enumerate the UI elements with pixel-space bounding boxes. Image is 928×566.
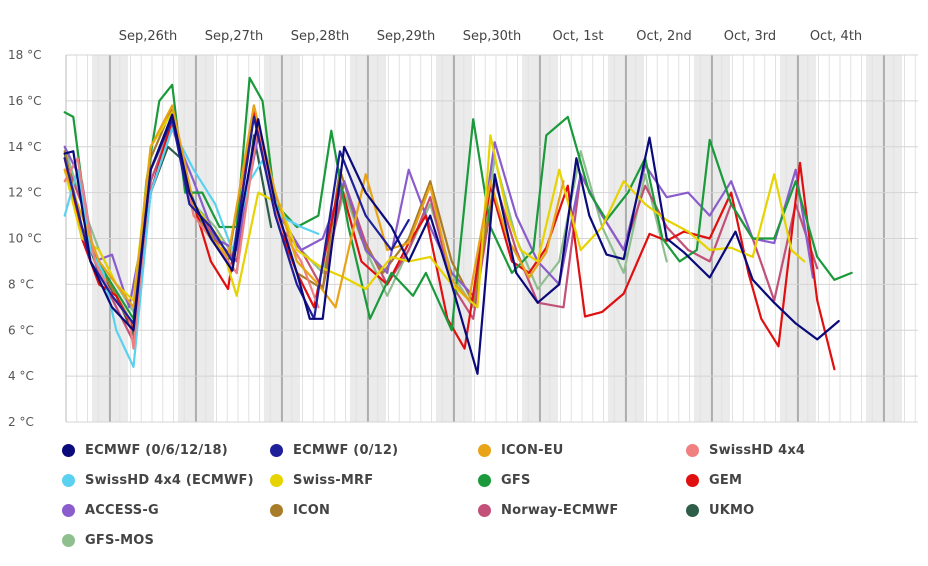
y-tick-label: 6 °C (8, 323, 34, 337)
series-line-2 (63, 104, 565, 309)
legend-item[interactable]: Norway-ECMWF (478, 498, 618, 522)
legend-item[interactable]: ACCESS-G (62, 498, 159, 522)
y-tick-label: 18 °C (8, 48, 41, 62)
legend-label: ACCESS-G (85, 502, 159, 518)
legend-label: Swiss-MRF (293, 472, 374, 488)
legend-marker (62, 503, 75, 517)
legend-label: ECMWF (0/6/12/18) (85, 442, 228, 458)
series-line-1 (63, 115, 410, 325)
legend-marker (686, 473, 699, 487)
legend-item[interactable]: ICON-EU (478, 438, 564, 462)
grid-lines (65, 54, 918, 423)
day-label: Oct, 3rd (724, 29, 776, 44)
day-label: Oct, 4th (810, 29, 862, 44)
day-label: Oct, 1st (553, 29, 604, 44)
day-label: Sep,30th (463, 29, 522, 44)
legend-marker (270, 473, 283, 487)
legend-marker (478, 443, 491, 457)
legend-label: SwissHD 4x4 (ECMWF) (85, 472, 254, 488)
y-tick-label: 10 °C (8, 232, 41, 246)
legend-item[interactable]: GFS-MOS (62, 528, 154, 552)
legend-label: UKMO (709, 502, 755, 518)
day-label: Sep,26th (119, 29, 178, 44)
legend-marker (686, 503, 699, 517)
legend-item[interactable]: GEM (686, 468, 742, 492)
series-line-0 (63, 113, 840, 375)
legend-marker (62, 443, 75, 457)
y-tick-label: 4 °C (8, 369, 34, 383)
legend-marker (478, 473, 491, 487)
legend-item[interactable]: GFS (478, 468, 531, 492)
legend-label: Norway-ECMWF (501, 502, 619, 518)
legend-marker (62, 533, 75, 547)
legend-item[interactable]: ECMWF (0/12) (270, 438, 398, 462)
day-label: Sep,28th (291, 29, 350, 44)
legend-marker (270, 443, 283, 457)
legend-item[interactable]: UKMO (686, 498, 754, 522)
y-tick-label: 12 °C (8, 186, 41, 200)
day-label: Oct, 2nd (636, 29, 692, 44)
legend-marker (686, 443, 699, 457)
legend-label: GFS (501, 472, 531, 488)
legend-item[interactable]: SwissHD 4x4 (ECMWF) (62, 468, 254, 492)
legend-label: ECMWF (0/12) (293, 442, 399, 458)
legend-item[interactable]: ECMWF (0/6/12/18) (62, 438, 228, 462)
x-axis-day-labels: Sep,26th Sep,27th Sep,28th Sep,29th Sep,30th… (119, 29, 862, 44)
legend-label: ICON (293, 502, 331, 518)
legend-marker (62, 473, 75, 487)
y-tick-label: 2 °C (8, 415, 34, 429)
legend-marker (270, 503, 283, 517)
legend-item[interactable]: SwissHD 4x4 (686, 438, 805, 462)
legend-label: SwissHD 4x4 (709, 442, 806, 458)
y-tick-label: 14 °C (8, 140, 41, 154)
legend-marker (478, 503, 491, 517)
day-label: Sep,27th (205, 29, 264, 44)
legend-item[interactable]: ICON (270, 498, 330, 522)
y-axis-labels: 2 °C 4 °C 6 °C 8 °C 10 °C 12 °C 14 °C 16 °C 18 °… (8, 48, 41, 429)
y-tick-label: 8 °C (8, 277, 34, 291)
legend-item[interactable]: Swiss-MRF (270, 468, 373, 492)
series-lines (63, 76, 853, 375)
legend-label: GEM (709, 472, 743, 488)
legend-label: GFS-MOS (85, 532, 155, 548)
day-label: Sep,29th (377, 29, 436, 44)
y-tick-label: 16 °C (8, 94, 41, 108)
legend-label: ICON-EU (501, 442, 564, 458)
